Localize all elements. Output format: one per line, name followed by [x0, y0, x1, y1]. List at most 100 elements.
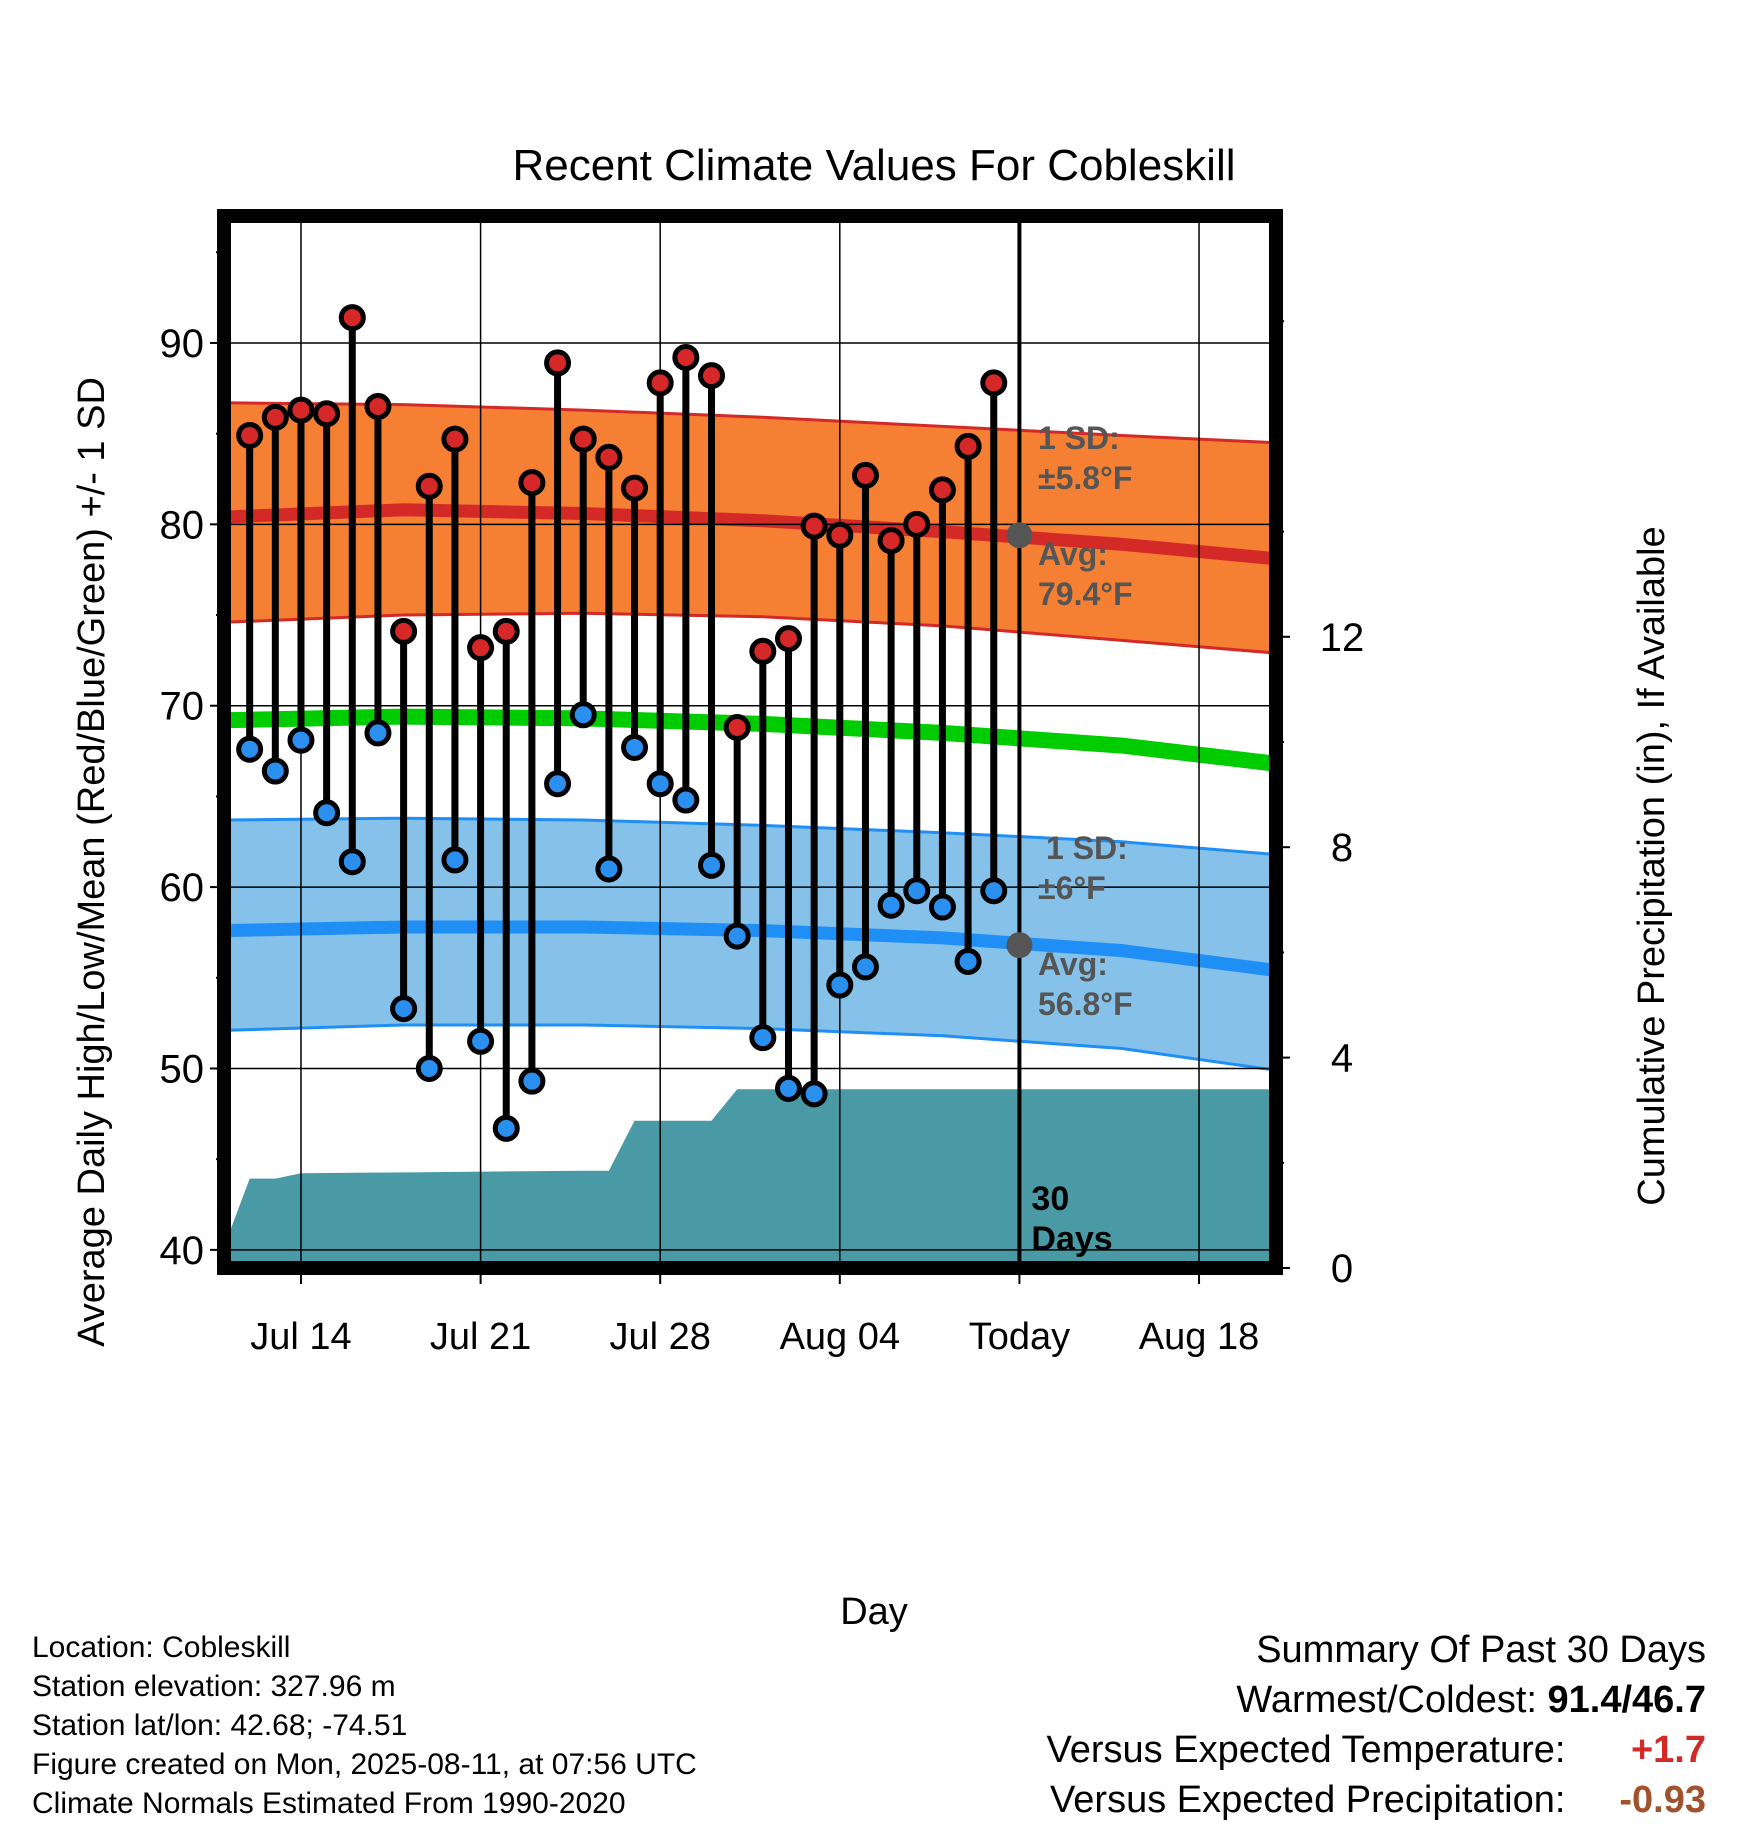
info-location: Location: Cobleskill — [32, 1631, 291, 1664]
daily-high-point — [441, 425, 469, 453]
daily-low-point — [338, 848, 366, 876]
daily-high-point — [261, 403, 289, 431]
y-axis-label-right: Cumulative Precipitation (in), If Availa… — [1631, 526, 1673, 1205]
x-tick-label: Jul 28 — [609, 1316, 710, 1358]
daily-high-point — [826, 521, 854, 549]
daily-high-point — [338, 304, 366, 332]
daily-low-point — [928, 893, 956, 921]
info-normals: Climate Normals Estimated From 1990-2020 — [32, 1787, 626, 1820]
x-tick-label: Aug 04 — [780, 1316, 900, 1358]
daily-high-point — [569, 425, 597, 453]
summary-temp: Versus Expected Temperature: +1.7 — [1047, 1725, 1706, 1775]
precip-area — [224, 1089, 1276, 1268]
y-tick-label-right: 0 — [1331, 1247, 1353, 1291]
x-tick-label: Aug 18 — [1139, 1316, 1259, 1358]
daily-low-point — [569, 701, 597, 729]
daily-low-point — [826, 971, 854, 999]
temp-departure-label: Versus Expected Temperature: — [1046, 1729, 1566, 1771]
daily-low-point — [723, 922, 751, 950]
today-high-normal-marker — [1006, 522, 1033, 549]
daily-high-point — [672, 343, 700, 371]
y-axis-label-left: Average Daily High/Low/Mean (Red/Blue/Gr… — [71, 377, 113, 1347]
daily-low-point — [749, 1024, 777, 1052]
x-axis-label: Day — [840, 1591, 908, 1633]
daily-high-point — [723, 713, 751, 741]
daily-high-point — [621, 474, 649, 502]
daily-low-point — [954, 947, 982, 975]
daily-high-point — [774, 625, 802, 653]
high-sd-label: 1 SD: — [1038, 420, 1120, 456]
y-tick-label-left: 40 — [160, 1229, 205, 1273]
window-label-unit: Days — [1031, 1220, 1112, 1258]
window-label-number: 30 — [1031, 1180, 1069, 1218]
high-lower-line — [223, 611, 1277, 655]
info-latlon: Station lat/lon: 42.68; -74.51 — [32, 1709, 408, 1742]
daily-low-point — [287, 726, 315, 754]
y-tick-label-right: 12 — [1320, 616, 1365, 660]
daily-high-point — [749, 637, 777, 665]
daily-low-point — [621, 733, 649, 761]
info-elevation: Station elevation: 327.96 m — [32, 1670, 396, 1703]
high-upper-line — [223, 401, 1277, 445]
y-tick-label-right: 4 — [1331, 1037, 1353, 1081]
daily-low-point — [980, 877, 1008, 905]
daily-low-point — [518, 1067, 546, 1095]
daily-high-point — [646, 369, 674, 397]
warm-cold-value: 91.4/46.7 — [1547, 1679, 1706, 1721]
high-mean-line — [223, 503, 1277, 566]
daily-low-point — [646, 770, 674, 798]
daily-high-point — [313, 400, 341, 428]
low-sd-value: ±6°F — [1038, 870, 1106, 906]
daily-low-point — [261, 757, 289, 785]
daily-high-point — [364, 392, 392, 420]
high-avg-value: 79.4°F — [1038, 576, 1133, 612]
daily-high-point — [595, 443, 623, 471]
summary-title: Summary Of Past 30 Days — [1256, 1629, 1706, 1671]
daily-high-point — [287, 396, 315, 424]
summary-warm-cold: Warmest/Coldest: 91.4/46.7 — [1047, 1675, 1706, 1725]
y-tick-label-left: 70 — [160, 685, 205, 729]
temp-departure-value: +1.7 — [1630, 1729, 1706, 1771]
y-tick-label-right: 8 — [1331, 826, 1353, 870]
info-created: Figure created on Mon, 2025-08-11, at 07… — [32, 1748, 697, 1781]
daily-high-point — [954, 432, 982, 460]
daily-high-point — [928, 476, 956, 504]
daily-low-point — [364, 719, 392, 747]
precip-departure-value: -0.93 — [1619, 1779, 1706, 1821]
daily-low-point — [544, 770, 572, 798]
summary-panel: Summary Of Past 30 Days Warmest/Coldest:… — [1047, 1625, 1706, 1825]
daily-high-point — [980, 369, 1008, 397]
daily-high-point — [851, 461, 879, 489]
today-low-normal-marker — [1006, 932, 1033, 959]
daily-low-point — [313, 799, 341, 827]
warm-cold-label: Warmest/Coldest: — [1236, 1679, 1537, 1721]
station-info: Location: Cobleskill Station elevation: … — [32, 1628, 697, 1823]
y-tick-label-left: 60 — [160, 866, 205, 910]
high-avg-label: Avg: — [1038, 536, 1108, 572]
daily-low-point — [390, 995, 418, 1023]
daily-low-point — [851, 953, 879, 981]
daily-high-point — [698, 362, 726, 390]
low-sd-band — [224, 818, 1276, 1071]
daily-low-point — [441, 846, 469, 874]
daily-high-point — [236, 421, 264, 449]
daily-high-point — [467, 634, 495, 662]
x-tick-label: Jul 14 — [250, 1316, 351, 1358]
daily-high-point — [492, 617, 520, 645]
daily-low-point — [877, 891, 905, 919]
daily-high-point — [544, 349, 572, 377]
high-sd-value: ±5.8°F — [1038, 460, 1132, 496]
y-tick-label-left: 80 — [160, 503, 205, 547]
low-avg-value: 56.8°F — [1038, 986, 1133, 1022]
daily-low-point — [672, 786, 700, 814]
y-tick-label-left: 50 — [160, 1047, 205, 1091]
precip-departure-label: Versus Expected Precipitation: — [1050, 1779, 1566, 1821]
daily-high-point — [800, 512, 828, 540]
daily-low-point — [698, 851, 726, 879]
chart-title: Recent Climate Values For Cobleskill — [512, 141, 1235, 190]
low-sd-label: 1 SD: — [1046, 830, 1128, 866]
daily-high-point — [903, 510, 931, 538]
daily-high-point — [390, 617, 418, 645]
daily-low-point — [236, 735, 264, 763]
